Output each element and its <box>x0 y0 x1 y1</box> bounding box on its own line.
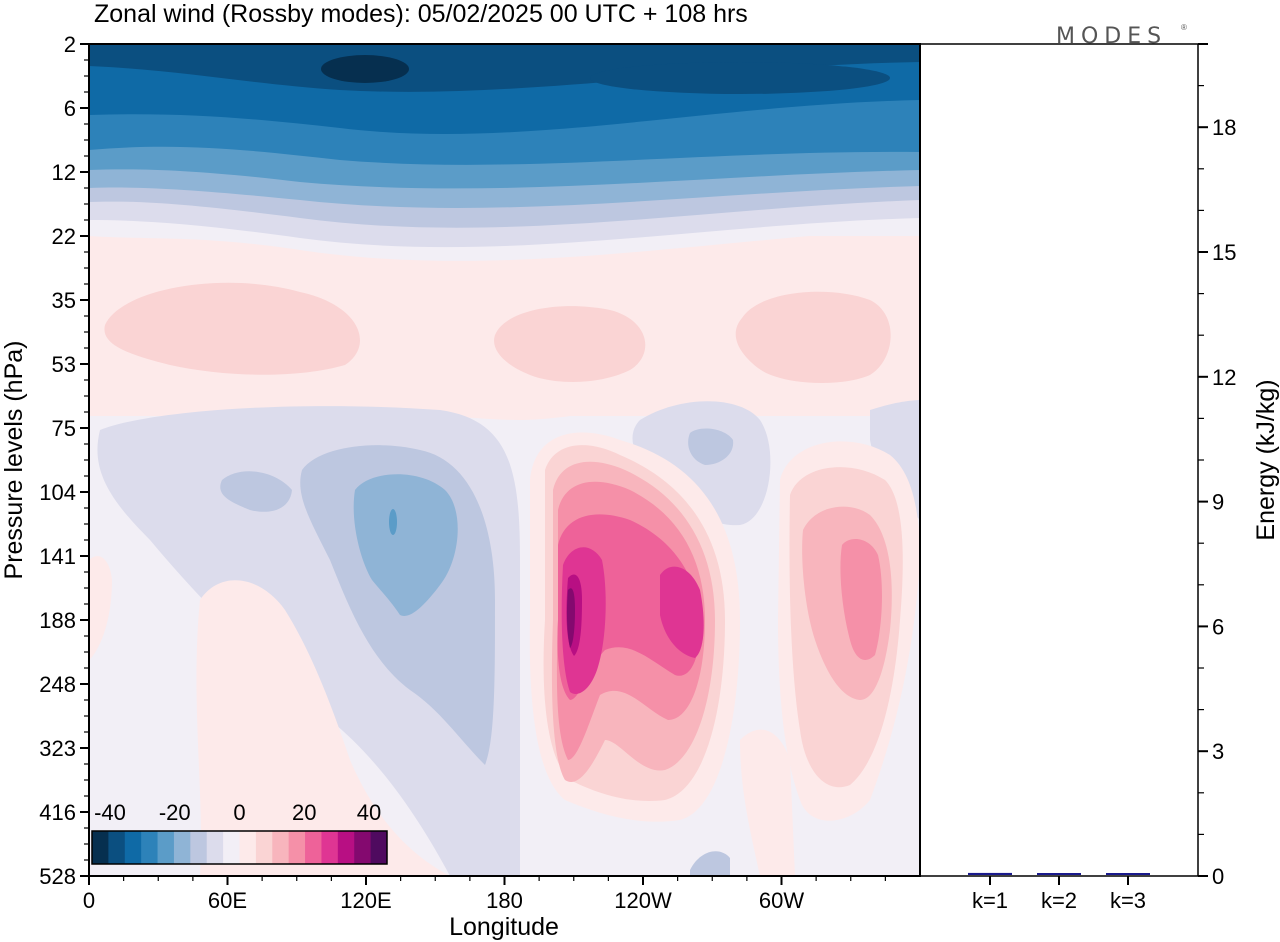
colorbar-swatch <box>305 831 322 864</box>
colorbar: -40 -20 0 20 40 <box>91 800 388 865</box>
chart-title: Zonal wind (Rossby modes): 05/02/2025 00… <box>94 0 748 28</box>
x-tick-label: 60E <box>208 888 247 913</box>
colorbar-swatch <box>223 831 240 864</box>
colorbar-swatch <box>92 831 109 864</box>
energy-bars: k=1 k=2 k=3 <box>968 872 1150 913</box>
colorbar-label: 40 <box>357 800 381 825</box>
x-axis: 0 60E 120E 180 120W 60W <box>83 876 886 913</box>
energy-tick-label: 3 <box>1212 739 1224 764</box>
colorbar-swatch <box>190 831 208 864</box>
colorbar-swatch <box>321 831 339 864</box>
y-tick-label: 12 <box>52 160 76 185</box>
energy-tick-label: 12 <box>1212 365 1236 390</box>
colorbar-swatch <box>239 831 257 864</box>
x-tick-label: 120E <box>340 888 391 913</box>
colorbar-frame <box>91 830 388 865</box>
y-tick-label: 75 <box>52 416 76 441</box>
colorbar-label: -20 <box>159 800 191 825</box>
y-tick-label: 528 <box>39 864 76 889</box>
energy-bar <box>968 872 1012 875</box>
x-tick-label: 0 <box>83 888 95 913</box>
y-tick-label: 104 <box>39 480 76 505</box>
contour-field <box>89 44 920 876</box>
energy-bar <box>1037 873 1081 875</box>
energy-tick-label: 15 <box>1212 240 1236 265</box>
colorbar-swatch <box>206 831 224 864</box>
y-tick-label: 2 <box>64 32 76 57</box>
colorbar-swatch <box>370 831 388 864</box>
x-tick-label: 60W <box>759 888 804 913</box>
colorbar-swatch <box>173 831 191 864</box>
colorbar-swatch <box>288 831 306 864</box>
energy-axis-label: Energy (kJ/kg) <box>1252 379 1280 540</box>
bar-category-label: k=3 <box>1110 888 1146 913</box>
colorbar-label: 0 <box>233 800 245 825</box>
y-tick-label: 416 <box>39 800 76 825</box>
bar-category-label: k=1 <box>972 888 1008 913</box>
energy-axis: 0 3 6 9 12 15 18 <box>1198 43 1236 889</box>
colorbar-swatch <box>354 831 372 864</box>
energy-tick-label: 18 <box>1212 115 1236 140</box>
colorbar-label: -40 <box>94 800 126 825</box>
y-tick-label: 141 <box>39 544 76 569</box>
energy-tick-label: 0 <box>1212 864 1224 889</box>
x-axis-label: Longitude <box>449 913 559 941</box>
colorbar-swatch <box>157 831 175 864</box>
colorbar-swatch <box>124 831 142 864</box>
energy-tick-label: 9 <box>1212 490 1224 515</box>
y-tick-label: 248 <box>39 672 76 697</box>
energy-tick-label: 6 <box>1212 614 1224 639</box>
colorbar-swatch <box>272 831 290 864</box>
bar-panel-frame <box>919 43 1199 877</box>
registered-mark-icon: ® <box>1181 23 1187 32</box>
y-tick-label: 22 <box>52 224 76 249</box>
y-tick-label: 53 <box>52 352 76 377</box>
bar-category-label: k=2 <box>1041 888 1077 913</box>
colorbar-swatch <box>255 831 273 864</box>
x-tick-label: 180 <box>486 888 523 913</box>
colorbar-swatch <box>108 831 126 864</box>
modes-logo: MODES <box>1056 24 1167 49</box>
y-tick-label: 323 <box>39 736 76 761</box>
y-axis-label: Pressure levels (hPa) <box>0 341 28 580</box>
x-tick-label: 120W <box>614 888 672 913</box>
energy-bar <box>1106 873 1150 875</box>
y-tick-label: 188 <box>39 608 76 633</box>
y-tick-label: 35 <box>52 288 76 313</box>
colorbar-swatch <box>141 831 159 864</box>
y-axis: 2 6 12 22 35 53 75 104 141 188 248 323 416 528 <box>39 32 89 889</box>
y-tick-label: 6 <box>64 96 76 121</box>
colorbar-label: 20 <box>292 800 316 825</box>
colorbar-swatch <box>337 831 355 864</box>
